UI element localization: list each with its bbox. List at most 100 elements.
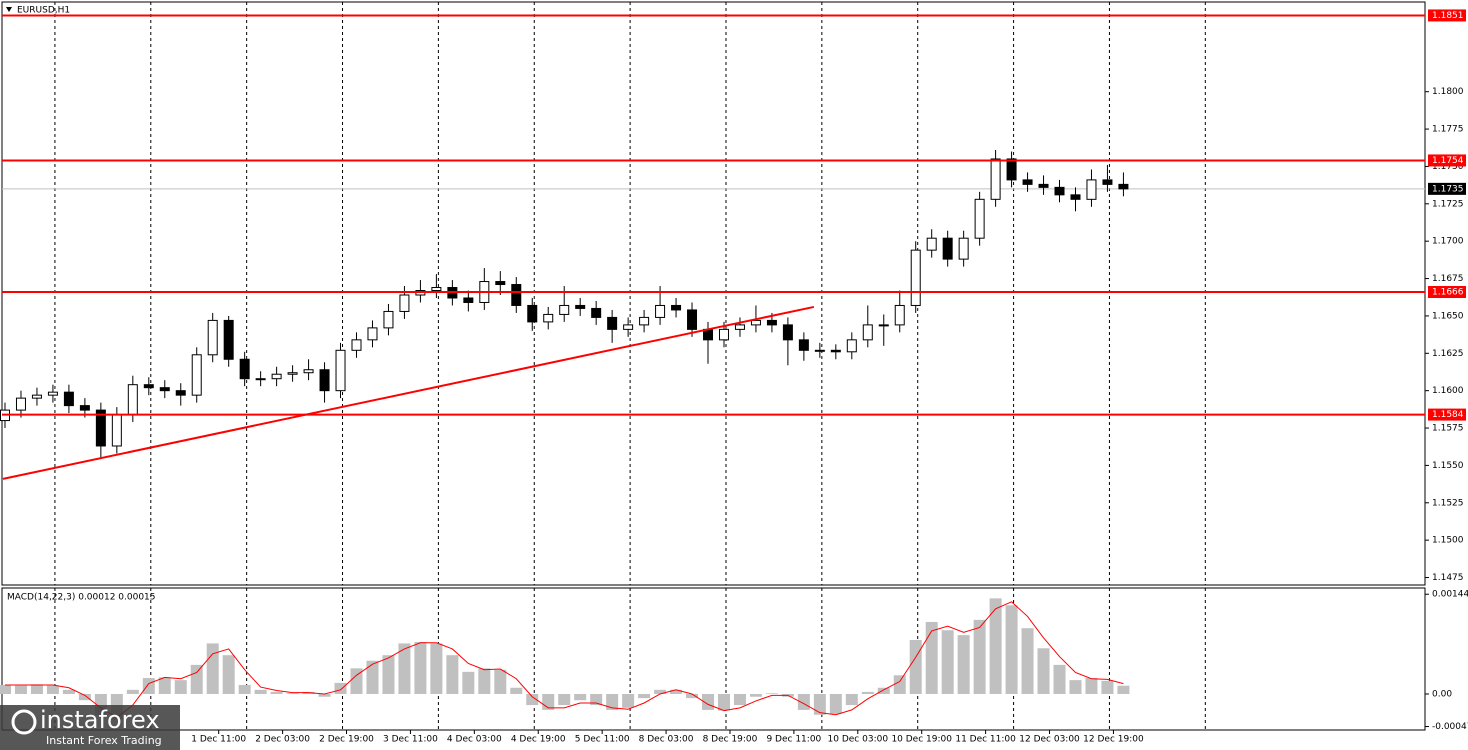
macd-bar: [1085, 678, 1098, 694]
candle-body: [15, 397, 26, 411]
x-tick-label: 1 Dec 11:00: [191, 735, 246, 745]
level-label: 1.1851: [1432, 11, 1464, 21]
macd-bar: [957, 635, 970, 694]
level-label-bg: [1428, 286, 1466, 299]
candle-body: [1006, 158, 1017, 181]
candle-body: [191, 354, 202, 396]
macd-bar: [510, 687, 523, 694]
x-tick-label: 5 Dec 11:00: [575, 735, 630, 745]
macd-bar: [334, 682, 347, 694]
macd-bar: [861, 691, 874, 694]
macd-bar: [1101, 680, 1114, 694]
x-tick-label: 12 Dec 19:00: [1083, 735, 1144, 745]
candle-body: [1038, 183, 1049, 188]
macd-bar: [973, 619, 986, 694]
y-tick-label: 1.1575: [1432, 424, 1464, 434]
candle-body: [495, 281, 506, 286]
y-tick-label: 0.00144: [1432, 590, 1468, 600]
macd-bar: [909, 639, 922, 694]
macd-bar: [350, 668, 363, 694]
candle-body: [351, 339, 362, 351]
candle-body: [718, 328, 729, 341]
x-tick-label: 3 Dec 11:00: [383, 735, 438, 745]
candle-body: [207, 319, 218, 356]
main-panel: [1, 1, 1426, 586]
x-tick-label: 8 Dec 03:00: [639, 735, 694, 745]
y-tick-label: 1.1675: [1432, 274, 1464, 284]
candle-body: [862, 324, 873, 341]
candle-body: [319, 369, 330, 392]
macd-bar: [654, 689, 667, 694]
candle-body: [1054, 186, 1065, 196]
macd-bar: [494, 669, 507, 694]
macd-bar: [925, 621, 938, 694]
macd-bar: [254, 689, 267, 694]
candle-body: [798, 339, 809, 351]
candle-body: [846, 339, 857, 353]
macd-bar: [670, 689, 683, 694]
x-tick-label: 2 Dec 19:00: [319, 735, 374, 745]
macd-bar: [845, 693, 858, 706]
x-tick-label: 10 Dec 03:00: [828, 735, 889, 745]
macd-bar: [270, 691, 283, 694]
candle-body: [910, 249, 921, 306]
macd-bar: [222, 655, 235, 694]
macd-bar: [749, 693, 762, 697]
candle-body: [431, 287, 442, 292]
x-tick-label: 2 Dec 03:00: [255, 735, 310, 745]
candle-body: [671, 304, 682, 311]
macd-bar: [526, 693, 539, 706]
macd-bar: [446, 655, 459, 694]
macd-bar: [813, 693, 826, 715]
macd-bar: [142, 678, 155, 694]
x-tick-label: 11 Dec 11:00: [955, 735, 1016, 745]
macd-bar: [158, 677, 171, 694]
macd-bar: [478, 668, 491, 694]
candle-body: [894, 304, 905, 326]
candle-body: [559, 304, 570, 315]
candle-body: [1086, 179, 1097, 200]
candle-body: [47, 391, 58, 396]
candle-body: [1102, 179, 1113, 185]
symbol-menu-arrow[interactable]: [6, 7, 12, 12]
macd-title: MACD(14,22,3) 0.00012 0.00015: [7, 593, 156, 603]
candle-body: [591, 307, 602, 318]
candle-body: [79, 405, 90, 411]
macd-bar: [765, 693, 778, 694]
y-tick-label: 1.1600: [1432, 386, 1464, 396]
chart-title: EURUSD,H1: [17, 6, 70, 16]
level-label-bg: [1428, 154, 1466, 167]
candle-body: [111, 414, 122, 447]
macd-bar: [893, 675, 906, 694]
y-tick-label: 1.1775: [1432, 125, 1464, 135]
candle-body: [543, 313, 554, 323]
macd-bar: [14, 685, 27, 694]
candle-body: [143, 384, 154, 389]
y-tick-label: 1.1550: [1432, 461, 1464, 471]
macd-bar: [238, 684, 251, 694]
candle-body: [527, 304, 538, 323]
macd-bar: [686, 693, 699, 699]
macd-bar: [414, 642, 427, 694]
candle-body: [383, 310, 394, 329]
level-label: 1.1754: [1432, 156, 1464, 166]
candle-body: [830, 349, 841, 353]
candle-body: [750, 319, 761, 326]
macd-bar: [877, 687, 890, 694]
candle-body: [1022, 179, 1033, 185]
macd-bar: [989, 598, 1002, 694]
macd-bar: [30, 684, 43, 694]
y-tick-label: 1.1800: [1432, 87, 1464, 97]
macd-bar: [0, 684, 11, 694]
candle-body: [687, 309, 698, 330]
candle-body: [958, 237, 969, 260]
macd-bar: [78, 693, 91, 701]
macd-bar: [46, 685, 59, 694]
macd-bar: [941, 630, 954, 694]
macd-bar: [638, 693, 651, 699]
candle-body: [575, 304, 586, 309]
candle-body: [399, 294, 410, 312]
candle-body: [239, 358, 250, 380]
candle-body: [367, 327, 378, 341]
